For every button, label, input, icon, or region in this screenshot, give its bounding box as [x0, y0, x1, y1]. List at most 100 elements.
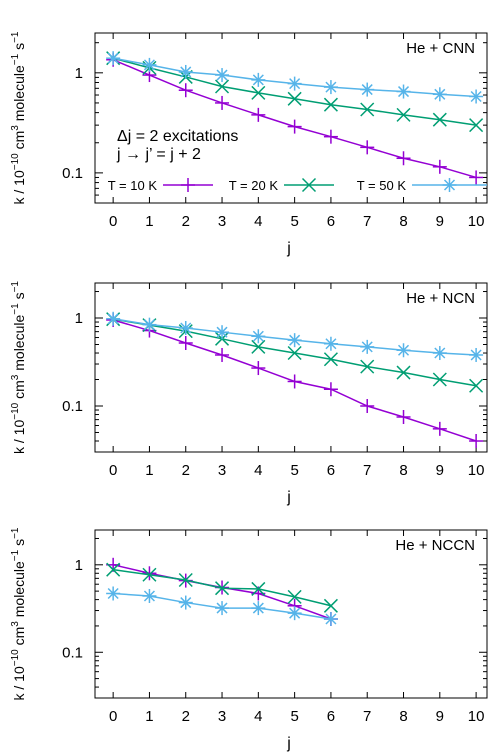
x-tick-label: 5	[290, 708, 298, 725]
data-point	[215, 325, 230, 340]
series-2	[106, 562, 338, 613]
y-axis-label-part: cm	[11, 380, 27, 403]
y-tick-label: 0.1	[62, 644, 83, 661]
x-tick-label: 2	[182, 213, 190, 230]
data-point-stroke	[323, 97, 338, 112]
y-axis-label-superscript: 3	[10, 621, 21, 627]
y-axis-label-superscript: −10	[10, 402, 21, 419]
x-tick-label: 1	[145, 462, 153, 479]
data-point-stroke	[215, 581, 230, 596]
legend-marker	[181, 178, 195, 192]
data-point	[215, 68, 230, 83]
data-point	[178, 572, 193, 588]
x-tick-label: 10	[468, 213, 485, 230]
data-point-stroke	[251, 339, 266, 354]
data-point	[323, 598, 338, 613]
x-tick-label: 7	[363, 462, 371, 479]
data-point	[142, 57, 157, 72]
y-axis-label: k / 10−10 cm3 molecule−1 s−1	[10, 281, 27, 454]
x-tick-label: 9	[436, 213, 444, 230]
data-point-stroke	[143, 590, 155, 602]
x-tick-label: 0	[109, 708, 117, 725]
data-point-stroke	[142, 567, 157, 582]
data-point	[323, 352, 338, 367]
data-point	[251, 581, 266, 596]
data-point	[251, 339, 266, 354]
x-tick-label: 3	[218, 708, 226, 725]
data-point	[323, 382, 338, 397]
data-point-stroke	[178, 572, 193, 588]
y-axis-label-part: s	[11, 43, 27, 54]
data-point	[287, 76, 302, 91]
data-point	[396, 343, 411, 358]
x-tick-label: 2	[182, 708, 190, 725]
data-point	[323, 612, 338, 627]
data-point	[323, 97, 338, 112]
x-tick-label: 2	[182, 462, 190, 479]
x-tick-label: 9	[436, 708, 444, 725]
legend: T = 10 K T = 20 K T = 50 K	[108, 177, 487, 193]
legend-label: T = 10 K	[108, 178, 158, 193]
x-tick-label: 0	[109, 462, 117, 479]
x-tick-label: 6	[327, 462, 335, 479]
y-axis-label-part: k / 10	[11, 666, 27, 700]
data-point-stroke	[107, 313, 119, 325]
data-point-stroke	[397, 86, 410, 98]
data-point-stroke	[289, 334, 301, 346]
legend-marker-stroke	[301, 177, 317, 193]
data-point-stroke	[251, 581, 266, 596]
data-point	[360, 359, 375, 374]
x-tick-label: 5	[290, 462, 298, 479]
y-axis-label-superscript: 3	[10, 374, 21, 380]
data-point-stroke	[360, 102, 375, 117]
x-tick-label: 3	[218, 462, 226, 479]
data-point	[360, 339, 375, 354]
data-point-stroke	[323, 352, 338, 367]
y-tick-label: 1	[75, 65, 83, 82]
data-point	[142, 588, 157, 603]
data-point	[396, 107, 411, 122]
annotation-line2: j → j’ = j + 2	[116, 146, 201, 163]
x-axis-label: j	[286, 240, 291, 257]
plot-frame	[94, 282, 488, 453]
data-point	[178, 335, 193, 350]
data-point	[215, 79, 230, 94]
data-point	[287, 606, 302, 621]
data-point-stroke	[106, 562, 121, 577]
data-point-stroke	[361, 84, 373, 96]
data-point-stroke	[287, 91, 302, 106]
panel-label: He + NCCN	[395, 537, 475, 554]
data-point	[215, 95, 230, 110]
data-point	[360, 102, 375, 117]
plot-frame	[94, 529, 488, 699]
y-tick-label: 0.1	[62, 398, 83, 415]
data-point-stroke	[252, 330, 264, 342]
y-axis-label-superscript: −10	[10, 153, 21, 170]
data-point-stroke	[252, 602, 264, 614]
data-point-stroke	[396, 365, 411, 380]
data-point-stroke	[360, 359, 375, 374]
x-tick-label: 8	[399, 213, 407, 230]
data-point	[106, 586, 121, 601]
data-point-stroke	[216, 69, 228, 81]
data-point-stroke	[252, 74, 264, 86]
data-point-stroke	[180, 66, 192, 78]
y-axis-label-superscript: −10	[10, 649, 21, 666]
y-axis-label-part: molecule	[11, 561, 27, 621]
x-tick-label: 8	[399, 708, 407, 725]
data-point	[396, 84, 411, 99]
data-point	[469, 347, 484, 362]
data-point	[178, 83, 193, 98]
x-axis-label: j	[286, 489, 291, 506]
y-axis-label-part: k / 10	[11, 170, 27, 204]
data-point-stroke	[289, 607, 301, 619]
data-point	[432, 87, 447, 102]
data-point	[432, 159, 447, 174]
x-tick-label: 4	[254, 462, 262, 479]
data-point	[251, 601, 266, 616]
data-point-stroke	[180, 322, 192, 334]
data-point	[360, 140, 375, 155]
data-point	[432, 112, 447, 127]
data-point-stroke	[107, 587, 119, 600]
